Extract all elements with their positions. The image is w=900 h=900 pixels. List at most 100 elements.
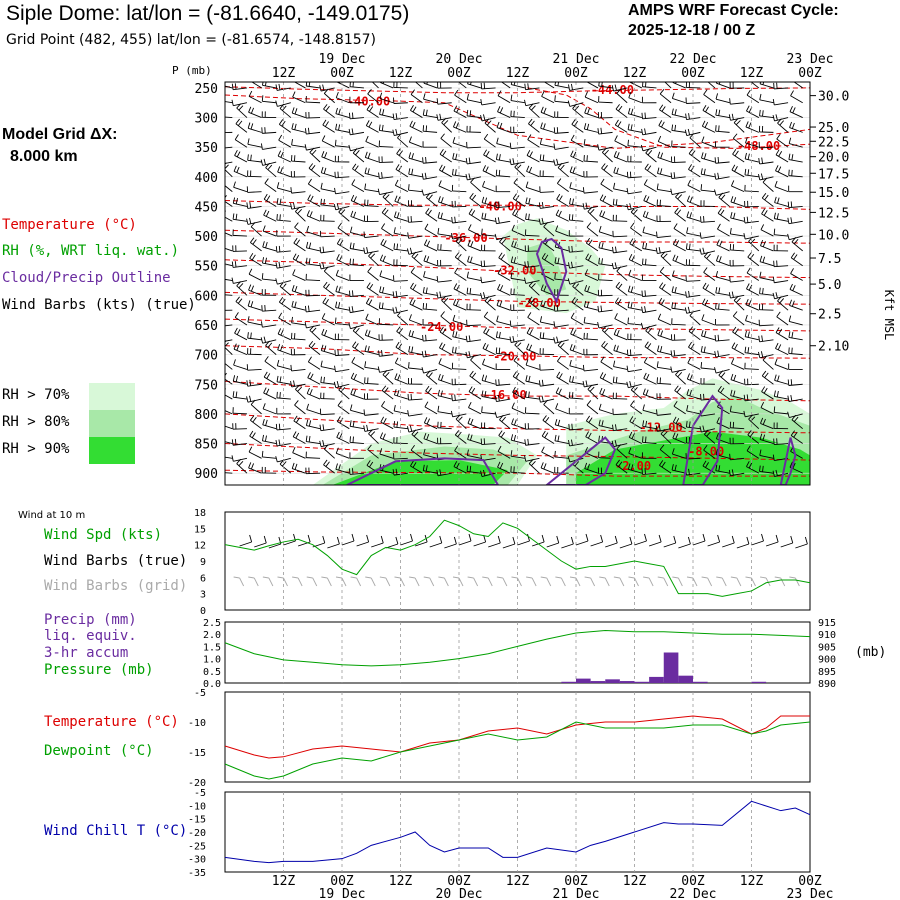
wind-barb xyxy=(599,393,613,400)
wind-barb-flag xyxy=(729,227,732,234)
wind-barb xyxy=(540,368,555,371)
wind-barb-flag xyxy=(364,151,368,158)
wind-barb xyxy=(408,173,423,178)
wind-barb-flag xyxy=(450,233,454,240)
wind-barb-flag xyxy=(219,434,220,440)
wind-barb-flag xyxy=(703,153,707,160)
wind-barb xyxy=(570,333,584,341)
wind-barb-flag xyxy=(468,386,473,392)
wind-barb-flag xyxy=(275,439,278,447)
wind-barb-flag xyxy=(671,302,674,309)
wind-barb-flag xyxy=(570,83,573,90)
wind-barb-flag xyxy=(339,239,344,246)
wind-barb-flag xyxy=(601,325,607,331)
wind-barb-flag xyxy=(422,125,425,132)
wind-barb-flag xyxy=(452,330,455,337)
wind-barb xyxy=(335,191,350,195)
wind-barb-flag xyxy=(439,148,444,155)
wind-barb-flag xyxy=(570,328,574,335)
wind-barb-true xyxy=(400,540,413,546)
wind-barb-flag xyxy=(718,287,721,294)
wind-barb-flag xyxy=(554,434,557,441)
wind-barb xyxy=(658,303,672,311)
wind-barb-flag xyxy=(234,438,237,445)
wind-barb-true xyxy=(371,542,384,548)
wind-barb-flag xyxy=(276,359,280,366)
wind-barb xyxy=(414,82,423,89)
wind-barb-flag xyxy=(744,168,747,175)
wind-barb xyxy=(788,336,803,341)
wind-barb xyxy=(759,99,774,104)
wind-barb xyxy=(247,143,262,148)
wind-barb-flag xyxy=(379,448,383,455)
date-label-bottom: 23 Dec xyxy=(787,887,834,900)
wind-barb-flag xyxy=(540,284,544,291)
wind-barb-flag xyxy=(250,463,255,470)
wind-barb-flag xyxy=(674,286,677,293)
wind-speed-tick-label: 18 xyxy=(194,508,206,519)
wind-barb xyxy=(614,140,628,148)
wind-barb-flag xyxy=(734,343,738,350)
wind-barb xyxy=(642,324,657,330)
wind-barb xyxy=(748,241,760,252)
wind-barb-flag xyxy=(775,292,778,299)
wind-barb xyxy=(629,82,643,89)
wind-barb xyxy=(320,382,335,385)
wind-barb-flag xyxy=(728,114,731,121)
wind-barb-grid-flag xyxy=(701,576,708,579)
wind-barb-flag xyxy=(759,255,763,262)
wind-barb xyxy=(703,449,716,459)
wind-barb-flag xyxy=(659,346,663,353)
wind-barb-flag xyxy=(282,461,287,467)
wind-barb-flag xyxy=(776,391,779,398)
wind-barb xyxy=(642,425,657,430)
wind-speed-line xyxy=(224,519,811,597)
wind-barb xyxy=(323,93,335,104)
wind-barb-flag xyxy=(468,351,471,358)
wind-barb-flag xyxy=(776,311,781,318)
wind-barb xyxy=(627,307,642,311)
wind-barb-flag xyxy=(413,253,419,259)
wind-barb xyxy=(247,159,262,163)
wind-barb-flag xyxy=(427,209,432,216)
wind-barb xyxy=(483,138,496,148)
wind-barb-flag xyxy=(453,121,457,128)
wind-barb-flag xyxy=(717,385,722,392)
wind-barb-flag xyxy=(394,179,399,186)
wind-barb-flag xyxy=(705,462,709,468)
wind-barb-flag xyxy=(703,444,708,451)
wind-barb xyxy=(225,216,233,222)
wind-barb-flag xyxy=(642,210,646,217)
wind-barb-flag xyxy=(340,209,346,215)
wind-barb-flag xyxy=(275,278,278,285)
wind-barb xyxy=(408,157,423,163)
wind-barb-flag xyxy=(251,432,256,438)
wind-barb-flag xyxy=(281,298,286,305)
wind-barb xyxy=(276,87,291,91)
wind-barb-flag xyxy=(276,198,279,205)
wind-barb-flag xyxy=(612,198,615,205)
wind-barb xyxy=(276,265,291,269)
wind-barb-flag xyxy=(734,328,739,334)
wind-barb-flag xyxy=(715,464,718,471)
wind-barb xyxy=(468,229,482,237)
wind-barb-true-flag xyxy=(527,533,530,542)
wind-barb-flag xyxy=(232,391,235,398)
wind-barb-flag xyxy=(294,123,297,130)
wind-barb xyxy=(481,379,496,385)
wind-barb xyxy=(351,200,365,207)
wind-barb xyxy=(540,143,555,148)
wind-barb-flag xyxy=(451,168,454,175)
wind-barb-flag xyxy=(714,335,717,342)
wind-barb-flag xyxy=(789,283,793,290)
wind-barb xyxy=(512,198,526,207)
wind-barb-flag xyxy=(482,469,486,476)
wind-barb-flag xyxy=(585,253,589,260)
wind-barb xyxy=(441,122,452,133)
wind-barb xyxy=(628,113,642,118)
wind-barb-flag xyxy=(702,104,707,111)
wind-barb xyxy=(248,96,262,104)
wind-barb-flag xyxy=(729,276,731,283)
wind-barb xyxy=(452,368,467,370)
wind-barb-flag xyxy=(612,424,614,431)
